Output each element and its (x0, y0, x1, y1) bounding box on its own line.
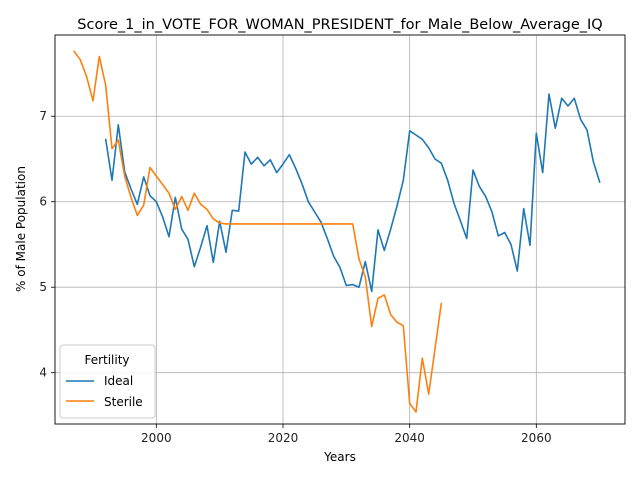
legend: Fertility Ideal Sterile (59, 344, 156, 419)
axis-ticks: 2000 2020 2040 2060 4 5 6 7 (39, 109, 551, 445)
series-line-sterile (73, 50, 443, 413)
legend-label-ideal: Ideal (104, 374, 133, 388)
chart-title: Score_1_in_VOTE_FOR_WOMAN_PRESIDENT_for_… (77, 17, 602, 33)
series-layer (73, 50, 601, 413)
x-axis-title: Years (323, 450, 356, 464)
y-tick-label: 5 (39, 280, 47, 294)
grid (55, 35, 625, 424)
plot-frame (54, 34, 626, 425)
series-line-ideal (104, 93, 601, 293)
legend-box (59, 344, 156, 419)
x-tick-label: 2020 (268, 431, 299, 445)
y-axis-title: % of Male Population (14, 166, 28, 292)
y-tick-label: 4 (39, 366, 47, 380)
legend-title: Fertility (84, 353, 129, 367)
x-tick-label: 2040 (394, 431, 425, 445)
y-tick-label: 7 (39, 109, 47, 123)
y-tick-label: 6 (39, 195, 47, 209)
x-tick-label: 2060 (521, 431, 552, 445)
x-tick-label: 2000 (141, 431, 172, 445)
legend-label-sterile: Sterile (104, 395, 143, 409)
